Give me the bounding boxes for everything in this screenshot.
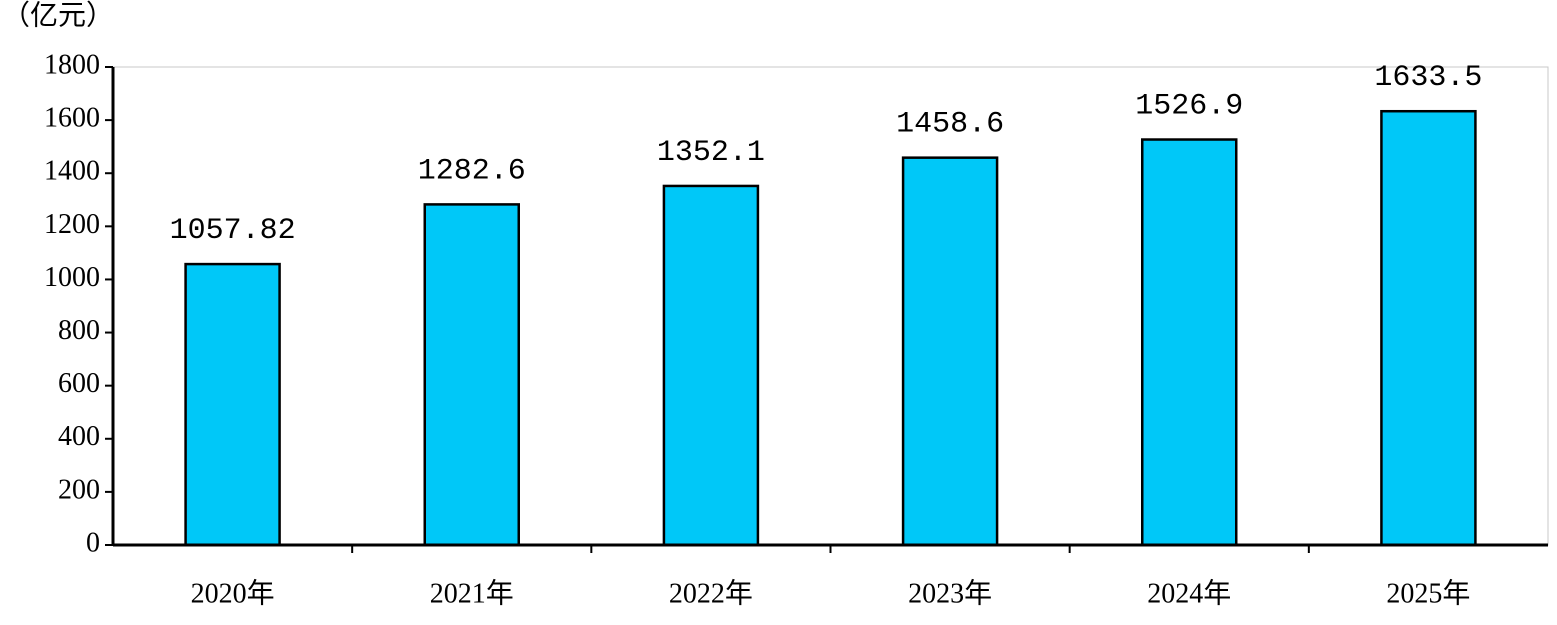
- y-tick-label: 1200: [44, 209, 100, 240]
- bar: [1380, 109, 1477, 547]
- y-axis-unit: （亿元）: [2, 0, 114, 31]
- bar: [423, 203, 520, 547]
- bar: [662, 184, 760, 547]
- x-tick-label: 2024年: [1147, 577, 1231, 609]
- x-tick-label: 2021年: [430, 577, 514, 609]
- x-tick-label: 2025年: [1386, 577, 1470, 609]
- value-label: 1057.82: [170, 214, 296, 248]
- y-tick-label: 1800: [44, 49, 100, 80]
- value-label: 1458.6: [896, 108, 1004, 142]
- y-tick-label: 800: [58, 315, 100, 346]
- bar: [901, 156, 999, 547]
- value-label: 1352.1: [657, 136, 765, 170]
- x-tick-label: 2022年: [669, 577, 753, 609]
- plot-border: [112, 66, 1549, 546]
- value-label: 1282.6: [418, 154, 526, 188]
- bar: [184, 262, 281, 547]
- x-tick-label: 2023年: [908, 577, 992, 609]
- value-label: 1526.9: [1135, 89, 1243, 123]
- y-tick-label: 200: [58, 474, 100, 505]
- y-tick-label: 400: [58, 421, 100, 452]
- bar: [1141, 138, 1238, 547]
- x-tick-label: 2020年: [191, 577, 275, 609]
- y-tick-label: 1400: [44, 156, 100, 187]
- value-label: 1633.5: [1374, 61, 1482, 95]
- y-tick-label: 0: [86, 527, 100, 558]
- y-tick-label: 600: [58, 368, 100, 399]
- y-tick-label: 1000: [44, 262, 100, 293]
- y-tick-label: 1600: [44, 103, 100, 134]
